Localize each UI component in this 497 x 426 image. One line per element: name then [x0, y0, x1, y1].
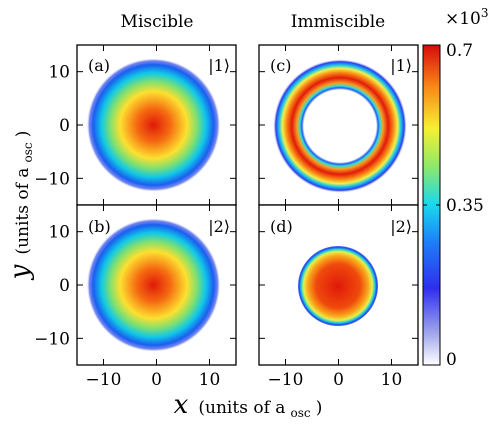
x-tick-label: 0: [333, 370, 344, 390]
x-tick-label: −10: [86, 370, 122, 390]
state-label-d: |2⟩: [390, 217, 412, 236]
panel-label-b: (b): [88, 217, 111, 236]
y-tick-label: −10: [34, 329, 70, 349]
title-immiscible: Immiscible: [291, 12, 385, 32]
x-axis-unit-sub: osc: [291, 406, 311, 420]
y-tick-label: 0: [59, 116, 70, 136]
title-miscible: Miscible: [121, 12, 194, 32]
y-axis-unit: (units of a: [13, 168, 33, 255]
y-tick-label: 10: [48, 223, 70, 243]
panel-d: (d) |2⟩: [258, 204, 419, 366]
density-ring-c: [273, 59, 407, 193]
x-tick-label: −10: [268, 370, 304, 390]
panel-label-c: (c): [270, 56, 291, 75]
colorbar-tick-label: 0.7: [446, 41, 473, 61]
state-label-c: |1⟩: [390, 56, 412, 75]
x-axis-variable: x: [174, 390, 189, 420]
y-tick-label: 10: [48, 63, 70, 83]
colorbar-tick-label: 0.35: [446, 196, 484, 216]
colorbar-tick-label: 0: [446, 350, 457, 370]
y-tick-label: 0: [59, 276, 70, 296]
axis-ticks: 10 0 −10 −10 0 10 10 0 −10 −10 0 10: [34, 45, 418, 390]
x-tick-label: 10: [199, 370, 221, 390]
x-tick-label: 10: [381, 370, 403, 390]
y-tick-label: −10: [34, 169, 70, 189]
x-axis-label: x (units of a osc ): [174, 390, 323, 421]
colorbar-ticks: 0.7 0.35 0: [423, 41, 484, 370]
state-label-b: |2⟩: [208, 217, 230, 236]
colorbar: ×103 0.7 0.35 0: [422, 6, 489, 370]
y-axis-variable: y: [5, 264, 35, 280]
density-disk-a: [86, 58, 221, 192]
panel-c: (c) |1⟩: [258, 44, 419, 206]
state-label-a: |1⟩: [208, 56, 230, 75]
x-tick-label: 0: [151, 370, 162, 390]
density-disk-d: [298, 246, 378, 326]
panel-label-d: (d): [270, 217, 293, 236]
colorbar-multiplier: ×103: [445, 6, 489, 29]
panel-label-a: (a): [88, 56, 110, 75]
y-axis-unit-sub: osc: [21, 142, 35, 162]
panel-a: (a) |1⟩: [76, 44, 237, 206]
y-axis-label: y (units of a osc ): [5, 131, 36, 281]
x-axis-unit: (units of a: [198, 398, 285, 418]
density-disk-b: [86, 218, 221, 352]
panel-b: (b) |2⟩: [76, 204, 237, 366]
